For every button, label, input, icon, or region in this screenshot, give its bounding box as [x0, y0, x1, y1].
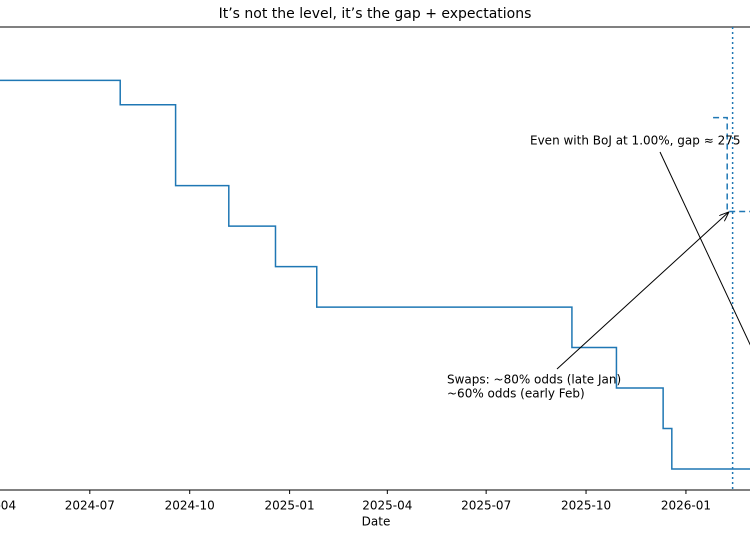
x-tick-label: 2024-10 — [165, 499, 215, 513]
annotation-arrow — [659, 151, 750, 346]
series-line — [0, 79, 750, 470]
chart-title: It’s not the level, it’s the gap + expec… — [219, 6, 532, 22]
annotation-text: ~60% odds (early Feb) — [447, 387, 585, 401]
x-tick-label: 2025-01 — [265, 499, 315, 513]
annotation-text: Swaps: ~80% odds (late Jan) — [447, 373, 621, 387]
x-tick-label: 2025-04 — [362, 499, 412, 513]
x-tick-label: 2024-07 — [65, 499, 115, 513]
series-line — [713, 116, 750, 213]
x-tick-label: 2026-01 — [661, 499, 711, 513]
x-axis-label: Date — [362, 515, 391, 529]
x-tick-label: 2024-04 — [0, 499, 16, 513]
annotation-text: Even with BoJ at 1.00%, gap ≈ 275 — [530, 134, 741, 148]
annotation-arrow — [556, 213, 728, 370]
x-tick-label: 2025-07 — [461, 499, 511, 513]
x-tick-label: 2025-10 — [561, 499, 611, 513]
